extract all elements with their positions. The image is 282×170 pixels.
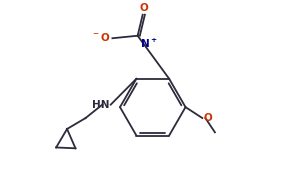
Text: O: O bbox=[139, 3, 148, 13]
Text: $\mathregular{N^+}$: $\mathregular{N^+}$ bbox=[140, 37, 158, 50]
Text: $\mathregular{^-O}$: $\mathregular{^-O}$ bbox=[91, 31, 111, 43]
Text: O: O bbox=[203, 113, 212, 123]
Text: HN: HN bbox=[92, 100, 109, 110]
